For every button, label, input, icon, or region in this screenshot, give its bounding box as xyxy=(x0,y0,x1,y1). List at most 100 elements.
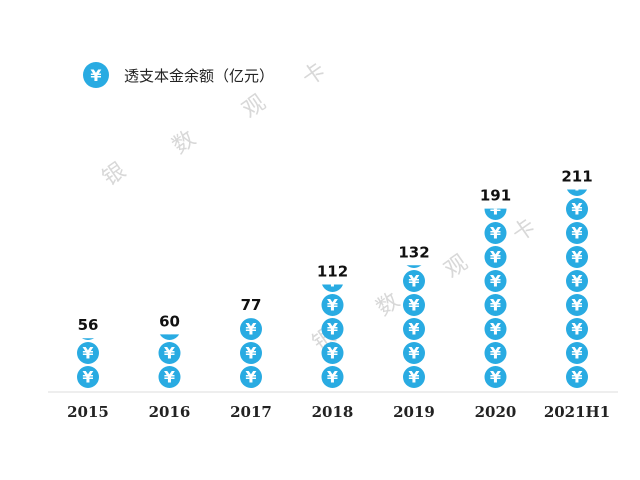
yen-coin-icon: ¥ xyxy=(484,366,507,388)
yen-coin-icon: ¥ xyxy=(321,318,344,340)
svg-text:¥: ¥ xyxy=(571,200,582,219)
bar-series: ¥ ¥ ¥ ¥ ¥ ¥ ¥ ¥ ¥ ¥ ¥ ¥ ¥ ¥ ¥ ¥ ¥ ¥ ¥ ¥ ¥ ¥ ¥ ¥ ¥ ¥ ¥ ¥ ¥ ¥ ¥ ¥ ¥ ¥ ¥ ¥ ¥ xyxy=(77,176,588,388)
yen-coin-icon: ¥ xyxy=(77,342,99,364)
yen-coin-icon: ¥ xyxy=(240,318,262,340)
svg-text:¥: ¥ xyxy=(164,320,175,339)
svg-text:¥: ¥ xyxy=(490,368,501,387)
watermark-char: 卡 xyxy=(508,214,540,247)
svg-text:¥: ¥ xyxy=(327,368,338,387)
bar-2016: ¥ ¥ ¥ xyxy=(158,320,181,388)
yen-coin-icon: ¥ xyxy=(159,320,180,340)
x-tick-2017: 2017 xyxy=(230,403,272,421)
svg-text:¥: ¥ xyxy=(571,224,582,243)
value-label-2017: 77 xyxy=(241,296,262,314)
yen-coin-icon: ¥ xyxy=(566,270,588,292)
value-label-2020: 191 xyxy=(480,187,511,205)
value-label-2021H1: 211 xyxy=(561,167,592,185)
yen-coin-icon: ¥ xyxy=(403,318,425,340)
yen-coin-icon: ¥ xyxy=(240,342,262,364)
svg-text:¥: ¥ xyxy=(571,176,582,195)
svg-text:¥: ¥ xyxy=(327,320,338,339)
yen-coin-icon: ¥ xyxy=(322,272,343,292)
watermark-char: 卡 xyxy=(298,58,330,91)
x-tick-2016: 2016 xyxy=(149,403,191,421)
yen-coin-icon: ¥ xyxy=(566,366,588,388)
yen-coin-icon: ¥ xyxy=(406,248,422,268)
yen-coin-icon: ¥ xyxy=(484,294,507,316)
svg-text:¥: ¥ xyxy=(571,272,582,291)
svg-text:¥: ¥ xyxy=(490,272,501,291)
x-tick-2018: 2018 xyxy=(312,403,354,421)
x-axis-tick-labels: 2015 2016 2017 2018 2019 2020 2021H1 xyxy=(67,403,610,421)
yen-coin-icon: ¥ xyxy=(403,294,425,316)
yen-coin-icon: ¥ xyxy=(484,342,507,364)
svg-text:¥: ¥ xyxy=(490,224,501,243)
svg-text:¥: ¥ xyxy=(90,66,101,85)
svg-text:¥: ¥ xyxy=(571,344,582,363)
yen-coin-icon: ¥ xyxy=(77,366,99,388)
svg-text:¥: ¥ xyxy=(245,368,256,387)
bar-2021H1: ¥ ¥ ¥ ¥ ¥ ¥ ¥ ¥ ¥ xyxy=(566,176,588,388)
svg-text:¥: ¥ xyxy=(245,320,256,339)
svg-text:¥: ¥ xyxy=(327,272,338,291)
watermark-char: 数 xyxy=(168,126,200,159)
bar-2015: ¥ ¥ ¥ xyxy=(77,320,99,388)
svg-text:¥: ¥ xyxy=(327,296,338,315)
svg-text:¥: ¥ xyxy=(408,368,419,387)
yen-coin-icon: ¥ xyxy=(82,320,94,340)
svg-text:¥: ¥ xyxy=(164,344,175,363)
value-label-2018: 112 xyxy=(317,262,348,280)
watermark-char: 观 xyxy=(238,90,270,123)
svg-text:¥: ¥ xyxy=(82,344,93,363)
yen-coin-icon: ¥ xyxy=(83,62,109,88)
yen-coin-icon: ¥ xyxy=(403,366,425,388)
value-label-2015: 56 xyxy=(78,316,99,334)
yen-coin-icon: ¥ xyxy=(484,246,507,268)
x-tick-2019: 2019 xyxy=(393,403,435,421)
svg-text:¥: ¥ xyxy=(571,368,582,387)
yen-coin-icon: ¥ xyxy=(566,342,588,364)
svg-text:¥: ¥ xyxy=(490,344,501,363)
yen-coin-icon: ¥ xyxy=(158,342,181,364)
x-tick-2020: 2020 xyxy=(475,403,517,421)
bar-2017: ¥ ¥ ¥ xyxy=(240,318,262,388)
yen-coin-icon: ¥ xyxy=(484,270,507,292)
svg-text:¥: ¥ xyxy=(490,296,501,315)
yen-coin-icon: ¥ xyxy=(158,366,181,388)
watermark-char: 数 xyxy=(372,288,404,321)
yen-coin-icon: ¥ xyxy=(321,366,344,388)
svg-text:¥: ¥ xyxy=(82,368,93,387)
yen-coin-icon: ¥ xyxy=(566,176,588,196)
svg-text:¥: ¥ xyxy=(408,296,419,315)
yen-coin-icon: ¥ xyxy=(484,222,507,244)
svg-text:¥: ¥ xyxy=(490,200,501,219)
yen-coin-icon: ¥ xyxy=(484,200,507,220)
svg-text:¥: ¥ xyxy=(408,248,419,267)
svg-text:¥: ¥ xyxy=(408,320,419,339)
svg-text:¥: ¥ xyxy=(82,320,93,339)
yen-coin-icon: ¥ xyxy=(566,246,588,268)
legend-label: 透支本金余额（亿元） xyxy=(124,67,274,85)
yen-coin-icon: ¥ xyxy=(321,342,344,364)
svg-text:¥: ¥ xyxy=(327,344,338,363)
svg-text:¥: ¥ xyxy=(408,272,419,291)
bar-2020: ¥ ¥ ¥ ¥ ¥ ¥ ¥ ¥ xyxy=(484,200,507,388)
yen-coin-icon: ¥ xyxy=(240,366,262,388)
x-tick-2015: 2015 xyxy=(67,403,109,421)
x-tick-2021H1: 2021H1 xyxy=(544,403,610,421)
yen-coin-icon: ¥ xyxy=(321,294,344,316)
yen-coin-icon: ¥ xyxy=(566,222,588,244)
svg-text:¥: ¥ xyxy=(490,320,501,339)
svg-text:¥: ¥ xyxy=(164,368,175,387)
svg-text:¥: ¥ xyxy=(571,248,582,267)
value-label-2016: 60 xyxy=(159,312,180,330)
svg-text:¥: ¥ xyxy=(245,344,256,363)
yen-coin-icon: ¥ xyxy=(566,198,588,220)
bar-2018: ¥ ¥ ¥ ¥ ¥ xyxy=(321,272,344,388)
svg-text:¥: ¥ xyxy=(408,344,419,363)
value-label-2019: 132 xyxy=(398,243,429,261)
svg-text:¥: ¥ xyxy=(571,296,582,315)
watermark-char: 观 xyxy=(440,250,472,283)
svg-text:¥: ¥ xyxy=(571,320,582,339)
